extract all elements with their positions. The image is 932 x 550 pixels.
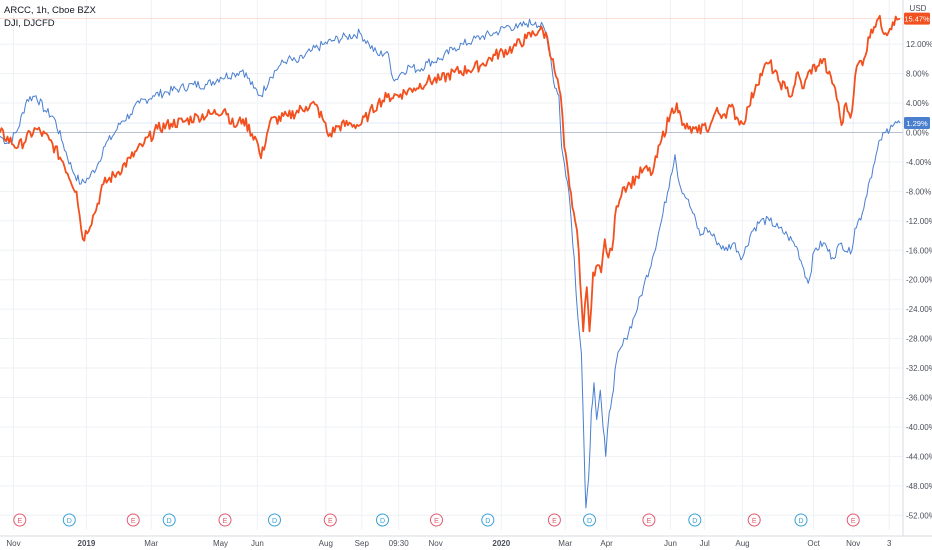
event-marker-label: D <box>485 518 490 525</box>
earnings-marker[interactable] <box>747 513 761 527</box>
dividend-marker[interactable] <box>583 513 596 527</box>
price-label-arcc: 15.47% <box>904 15 930 24</box>
earnings-marker[interactable] <box>430 513 443 527</box>
x-tick-label: 3 <box>887 539 892 548</box>
legend-compare-series[interactable]: DJI, DJCFD <box>4 18 55 29</box>
legend-main-series[interactable]: ARCC, 1h, Cboe BZX <box>4 5 96 16</box>
x-tick-label: 2020 <box>492 539 510 548</box>
series-line-dji[interactable] <box>0 18 901 509</box>
event-marker-label: E <box>851 518 856 525</box>
y-tick-label: -12.00% <box>906 217 932 226</box>
x-tick-label: 09:30 <box>389 539 410 548</box>
dividend-marker[interactable] <box>481 513 495 527</box>
x-tick-label: May <box>213 539 228 548</box>
y-tick-label: 12.00% <box>906 40 932 49</box>
y-tick-label: 4.00% <box>906 99 929 108</box>
y-tick-label: -24.00% <box>906 305 932 314</box>
x-tick-label: Oct <box>807 539 820 548</box>
y-tick-label: -32.00% <box>906 364 932 373</box>
event-marker-label: E <box>17 518 22 525</box>
dividend-marker[interactable] <box>162 513 176 527</box>
x-tick-label: Nov <box>428 539 442 548</box>
event-marker-label: D <box>272 518 277 525</box>
event-marker-label: D <box>67 518 72 525</box>
event-marker-label: E <box>223 518 228 525</box>
earnings-marker[interactable] <box>126 513 140 527</box>
y-tick-label: -36.00% <box>906 394 932 403</box>
x-tick-label: Mar <box>144 539 158 548</box>
earnings-marker[interactable] <box>846 513 860 527</box>
price-label-bg-dji <box>904 117 930 130</box>
series-line-arcc[interactable] <box>0 14 901 333</box>
dividend-marker[interactable] <box>794 513 808 527</box>
y-tick-label: -48.00% <box>906 482 932 491</box>
y-tick-label: 0.00% <box>906 129 929 138</box>
event-marker-label: E <box>434 518 439 525</box>
y-tick-label: -16.00% <box>906 246 932 255</box>
event-marker-label: E <box>752 518 757 525</box>
event-marker-label: D <box>798 518 803 525</box>
x-tick-label: Mar <box>558 539 572 548</box>
x-tick-label: Jun <box>251 539 264 548</box>
dividend-marker[interactable] <box>688 513 702 527</box>
event-marker-label: E <box>328 518 333 525</box>
x-tick-label: Nov <box>846 539 860 548</box>
y-tick-label: -20.00% <box>906 276 932 285</box>
earnings-marker[interactable] <box>642 513 656 527</box>
price-label-dji: 1.29% <box>906 119 928 128</box>
earnings-marker[interactable] <box>547 513 561 527</box>
x-tick-label: Aug <box>735 539 749 548</box>
y-tick-label: -52.00% <box>906 511 932 520</box>
earnings-marker[interactable] <box>13 513 27 527</box>
x-tick-label: Nov <box>6 539 20 548</box>
event-marker-label: D <box>587 518 592 525</box>
event-marker-label: D <box>380 518 385 525</box>
x-tick-label: Jul <box>700 539 710 548</box>
event-marker-label: D <box>692 518 697 525</box>
event-marker-label: E <box>552 518 557 525</box>
y-tick-label: -40.00% <box>906 423 932 432</box>
y-tick-label: 8.00% <box>906 70 929 79</box>
earnings-marker[interactable] <box>323 513 337 527</box>
event-marker-label: E <box>647 518 652 525</box>
price-label-bg-arcc <box>904 12 930 25</box>
x-tick-label: Apr <box>600 539 613 548</box>
dividend-marker[interactable] <box>62 513 76 527</box>
earnings-marker[interactable] <box>218 513 232 527</box>
event-marker-label: E <box>131 518 136 525</box>
dividend-marker[interactable] <box>376 513 389 527</box>
y-tick-label: -28.00% <box>906 335 932 344</box>
y-tick-label: -8.00% <box>906 187 931 196</box>
event-marker-label: D <box>167 518 172 525</box>
x-tick-label: 2019 <box>78 539 96 548</box>
x-tick-label: Jun <box>664 539 677 548</box>
dividend-marker[interactable] <box>268 513 281 527</box>
currency-label: USD <box>910 4 927 13</box>
legend: ARCC, 1h, Cboe BZX DJI, DJCFD <box>4 4 96 30</box>
x-tick-label: Sep <box>355 539 370 548</box>
x-tick-label: Aug <box>319 539 333 548</box>
y-tick-label: -44.00% <box>906 452 932 461</box>
y-tick-label: -4.00% <box>906 158 931 167</box>
